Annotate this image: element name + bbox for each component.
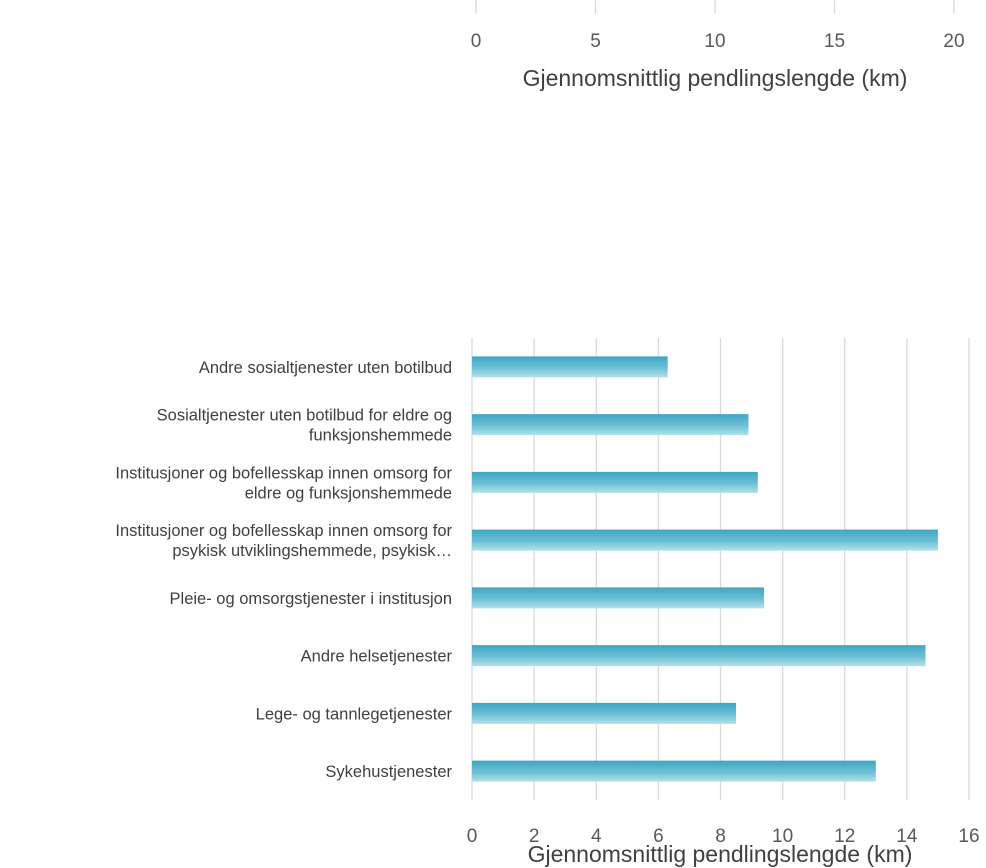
bottom-x-tick-label: 2 — [529, 826, 540, 847]
category-label-line: Lege- og tannlegetjenester — [256, 705, 453, 723]
bar — [472, 587, 764, 609]
top-x-tick-label: 5 — [590, 31, 601, 52]
bar — [472, 702, 737, 724]
top-x-tick-label: 15 — [824, 31, 845, 52]
category-label-line: Andre helsetjenester — [301, 648, 453, 666]
category-label-line: Institusjoner og bofellesskap innen omso… — [115, 464, 452, 482]
category-label-line: Sosialtjenester uten botilbud for eldre … — [157, 407, 452, 425]
bar — [472, 414, 749, 436]
category-label: Pleie- og omsorgstjenester i institusjon — [170, 590, 452, 608]
top-gridlines — [475, 0, 955, 14]
bottom-x-tick-label: 6 — [653, 826, 664, 847]
bar — [472, 356, 668, 378]
bar — [472, 645, 926, 667]
bottom-category-labels: Andre sosialtjenester uten botilbud Sosia… — [115, 359, 452, 781]
category-label: Institusjoner og bofellesskap innen omso… — [115, 464, 452, 502]
bottom-x-tick-label: 14 — [896, 826, 918, 847]
bar — [472, 529, 938, 551]
category-label-line: funksjonshemmede — [309, 427, 452, 445]
category-label: Sosialtjenester uten botilbud for eldre … — [157, 407, 452, 445]
category-label-line: psykisk utviklingshemmede, psykisk… — [172, 542, 452, 560]
bottom-gridlines — [471, 338, 970, 800]
top-x-axis-title: Gjennomsnittlig pendlingslengde (km) — [523, 65, 908, 91]
category-label: Sykehustjenester — [325, 763, 452, 781]
category-label-line: Andre sosialtjenester uten botilbud — [199, 359, 452, 377]
bar — [472, 471, 758, 493]
top-x-tick-label: 0 — [471, 31, 482, 52]
category-label: Andre sosialtjenester uten botilbud — [199, 359, 452, 377]
category-label-line: Institusjoner og bofellesskap innen omso… — [115, 522, 452, 540]
bottom-chart: Andre sosialtjenester uten botilbud Sosia… — [115, 338, 980, 867]
top-x-tick-labels: 0 5 10 15 20 — [471, 31, 965, 52]
category-label-line: Pleie- og omsorgstjenester i institusjon — [170, 590, 452, 608]
category-label: Institusjoner og bofellesskap innen omso… — [115, 522, 452, 560]
category-label: Lege- og tannlegetjenester — [256, 705, 453, 723]
bottom-x-tick-label: 16 — [958, 826, 979, 847]
top-x-tick-label: 10 — [704, 31, 725, 52]
bottom-x-tick-label: 8 — [715, 826, 726, 847]
bottom-x-tick-labels: 0 2 4 6 8 10 12 14 16 — [467, 826, 980, 847]
top-x-tick-label: 20 — [943, 31, 964, 52]
bottom-x-axis-title: Gjennomsnittlig pendlingslengde (km) — [528, 841, 913, 867]
bottom-x-tick-label: 12 — [834, 826, 855, 847]
bottom-x-tick-label: 4 — [591, 826, 602, 847]
category-label-line: Sykehustjenester — [325, 763, 452, 781]
bar — [472, 760, 876, 782]
category-label: Andre helsetjenester — [301, 648, 453, 666]
bottom-x-tick-label: 0 — [467, 826, 478, 847]
bottom-x-tick-label: 10 — [772, 826, 793, 847]
category-label-line: eldre og funksjonshemmede — [245, 484, 452, 502]
top-chart: 0 5 10 15 20 Gjennomsnittlig pendlingslengde… — [471, 0, 965, 91]
bottom-bars — [472, 356, 938, 782]
